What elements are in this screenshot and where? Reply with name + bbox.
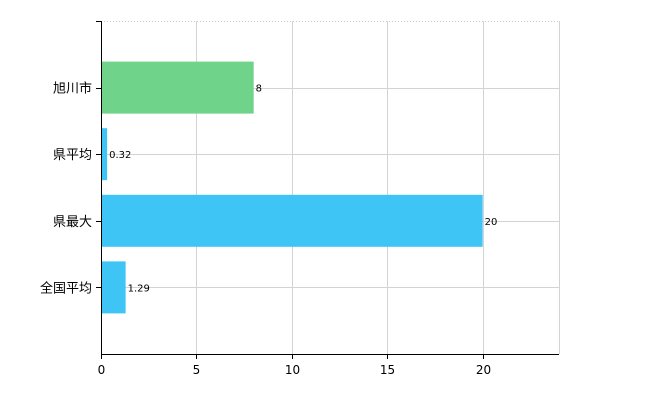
bar-4 [101, 261, 126, 314]
x-tick-label: 5 [193, 363, 201, 377]
x-tick-label: 15 [380, 363, 395, 377]
category-label: 全国平均 [40, 280, 92, 296]
category-label: 県平均 [53, 148, 92, 163]
data-label: 0.32 [109, 150, 131, 161]
category-label: 旭川市 [53, 81, 92, 97]
data-label: 8 [256, 84, 262, 95]
x-tick-label: 0 [98, 363, 106, 377]
bar-3 [101, 194, 483, 247]
bar-2 [101, 128, 108, 181]
data-label: 20 [485, 217, 498, 228]
axis-layer [96, 21, 559, 359]
category-label: 県最大 [53, 215, 92, 230]
x-tick-label: 20 [476, 363, 491, 377]
label-layer: 8 旭川市 0.32 県平均 20 県最大 1.29 全国平均 0 5 10 15 20 [40, 81, 497, 377]
data-label: 1.29 [128, 283, 150, 294]
bar-1 [101, 61, 254, 114]
bar-layer [101, 61, 483, 314]
x-tick-label: 10 [285, 363, 300, 377]
